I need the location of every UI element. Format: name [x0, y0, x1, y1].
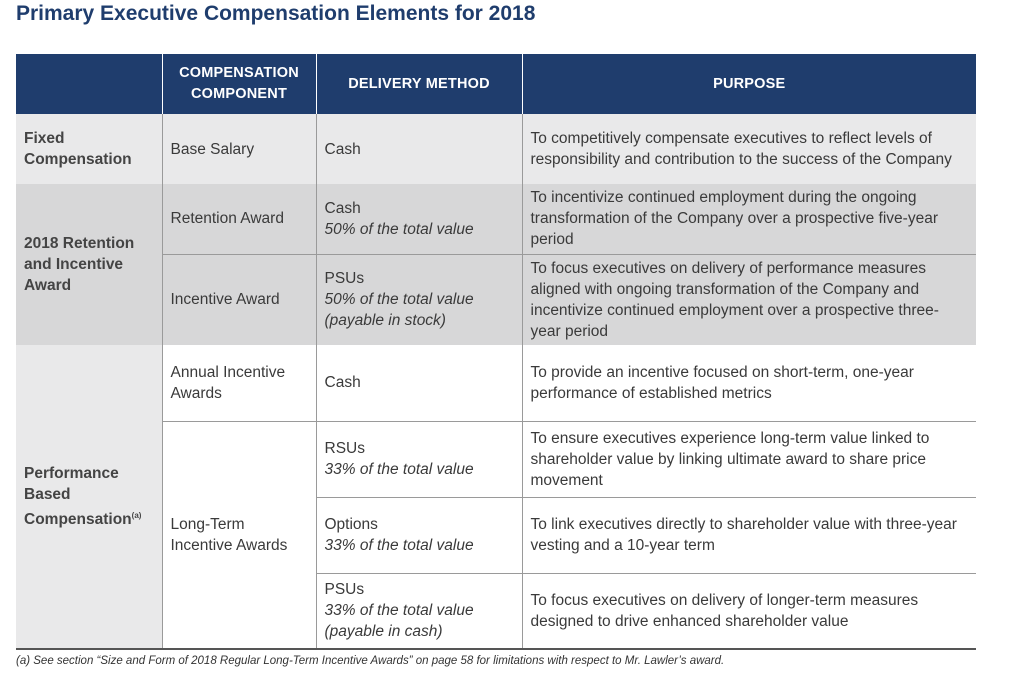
- delivery-method: PSUs: [324, 270, 365, 288]
- component-cell: Retention Award: [161, 184, 316, 254]
- category-performance-label: Performance Based Compensation: [24, 464, 132, 529]
- delivery-method: Options: [324, 516, 378, 533]
- purpose-cell: To competitively compensate executives t…: [521, 114, 976, 184]
- delivery-cell: Options 33% of the total value: [315, 496, 522, 573]
- table-row: Performance Based Compensation(a) Annual…: [16, 345, 976, 648]
- delivery-cell: RSUs 33% of the total value: [315, 420, 522, 497]
- header-delivery: DELIVERY METHOD: [315, 54, 522, 114]
- delivery-method: RSUs: [324, 440, 365, 457]
- delivery-note: 33% of the total value: [324, 461, 474, 478]
- compensation-table: COMPENSATION COMPONENT DELIVERY METHOD P…: [16, 54, 976, 648]
- table-row: Long-Term Incentive Awards RSUs 33% of t…: [16, 420, 976, 648]
- delivery-note: 50% of the total value (payable in stock…: [324, 291, 474, 330]
- delivery-cell: Cash 50% of the total value: [315, 184, 522, 254]
- header-component: COMPENSATION COMPONENT: [161, 54, 316, 114]
- delivery-cell: PSUs 50% of the total value (payable in …: [315, 253, 522, 345]
- delivery-method: Cash: [324, 199, 361, 217]
- delivery-cell: Cash: [315, 345, 522, 421]
- page-title: Primary Executive Compensation Elements …: [16, 2, 536, 25]
- delivery-note: 50% of the total value: [324, 220, 474, 238]
- component-cell: Long-Term Incentive Awards: [161, 420, 316, 648]
- delivery-note: 33% of the total value (payable in cash): [324, 602, 474, 641]
- table-row: Fixed Compensation Base Salary Cash To c…: [16, 114, 976, 184]
- header-row: COMPENSATION COMPONENT DELIVERY METHOD P…: [16, 54, 976, 114]
- purpose-cell: To incentivize continued employment duri…: [521, 184, 976, 254]
- category-retention: 2018 Retention and Incentive Award: [16, 184, 162, 345]
- category-performance: Performance Based Compensation(a): [16, 345, 162, 648]
- purpose-cell: To link executives directly to sharehold…: [521, 496, 976, 573]
- purpose-cell: To provide an incentive focused on short…: [521, 345, 976, 421]
- purpose-cell: To ensure executives experience long-ter…: [521, 420, 976, 497]
- header-purpose: PURPOSE: [521, 54, 976, 114]
- component-cell: Incentive Award: [161, 253, 316, 345]
- table-row: PSUs 33% of the total value (payable in …: [16, 572, 976, 648]
- purpose-cell: To focus executives on delivery of perfo…: [521, 253, 976, 345]
- table-row: Incentive Award PSUs 50% of the total va…: [16, 253, 976, 345]
- delivery-cell: PSUs 33% of the total value (payable in …: [315, 572, 522, 648]
- delivery-method: PSUs: [324, 581, 365, 599]
- table-bottom-rule: [16, 648, 976, 650]
- purpose-cell: To focus executives on delivery of longe…: [521, 572, 976, 648]
- category-fixed: Fixed Compensation: [16, 114, 162, 184]
- footnote: (a) See section “Size and Form of 2018 R…: [16, 655, 725, 667]
- delivery-cell: Cash: [315, 114, 522, 184]
- table-row: Options 33% of the total value To link e…: [16, 496, 976, 573]
- component-cell: Annual Incentive Awards: [161, 345, 316, 421]
- footnote-marker: (a): [131, 510, 142, 520]
- component-cell: Base Salary: [161, 114, 316, 184]
- delivery-note: 33% of the total value: [324, 537, 474, 554]
- header-category: [16, 54, 162, 114]
- table-row: 2018 Retention and Incentive Award Reten…: [16, 184, 976, 345]
